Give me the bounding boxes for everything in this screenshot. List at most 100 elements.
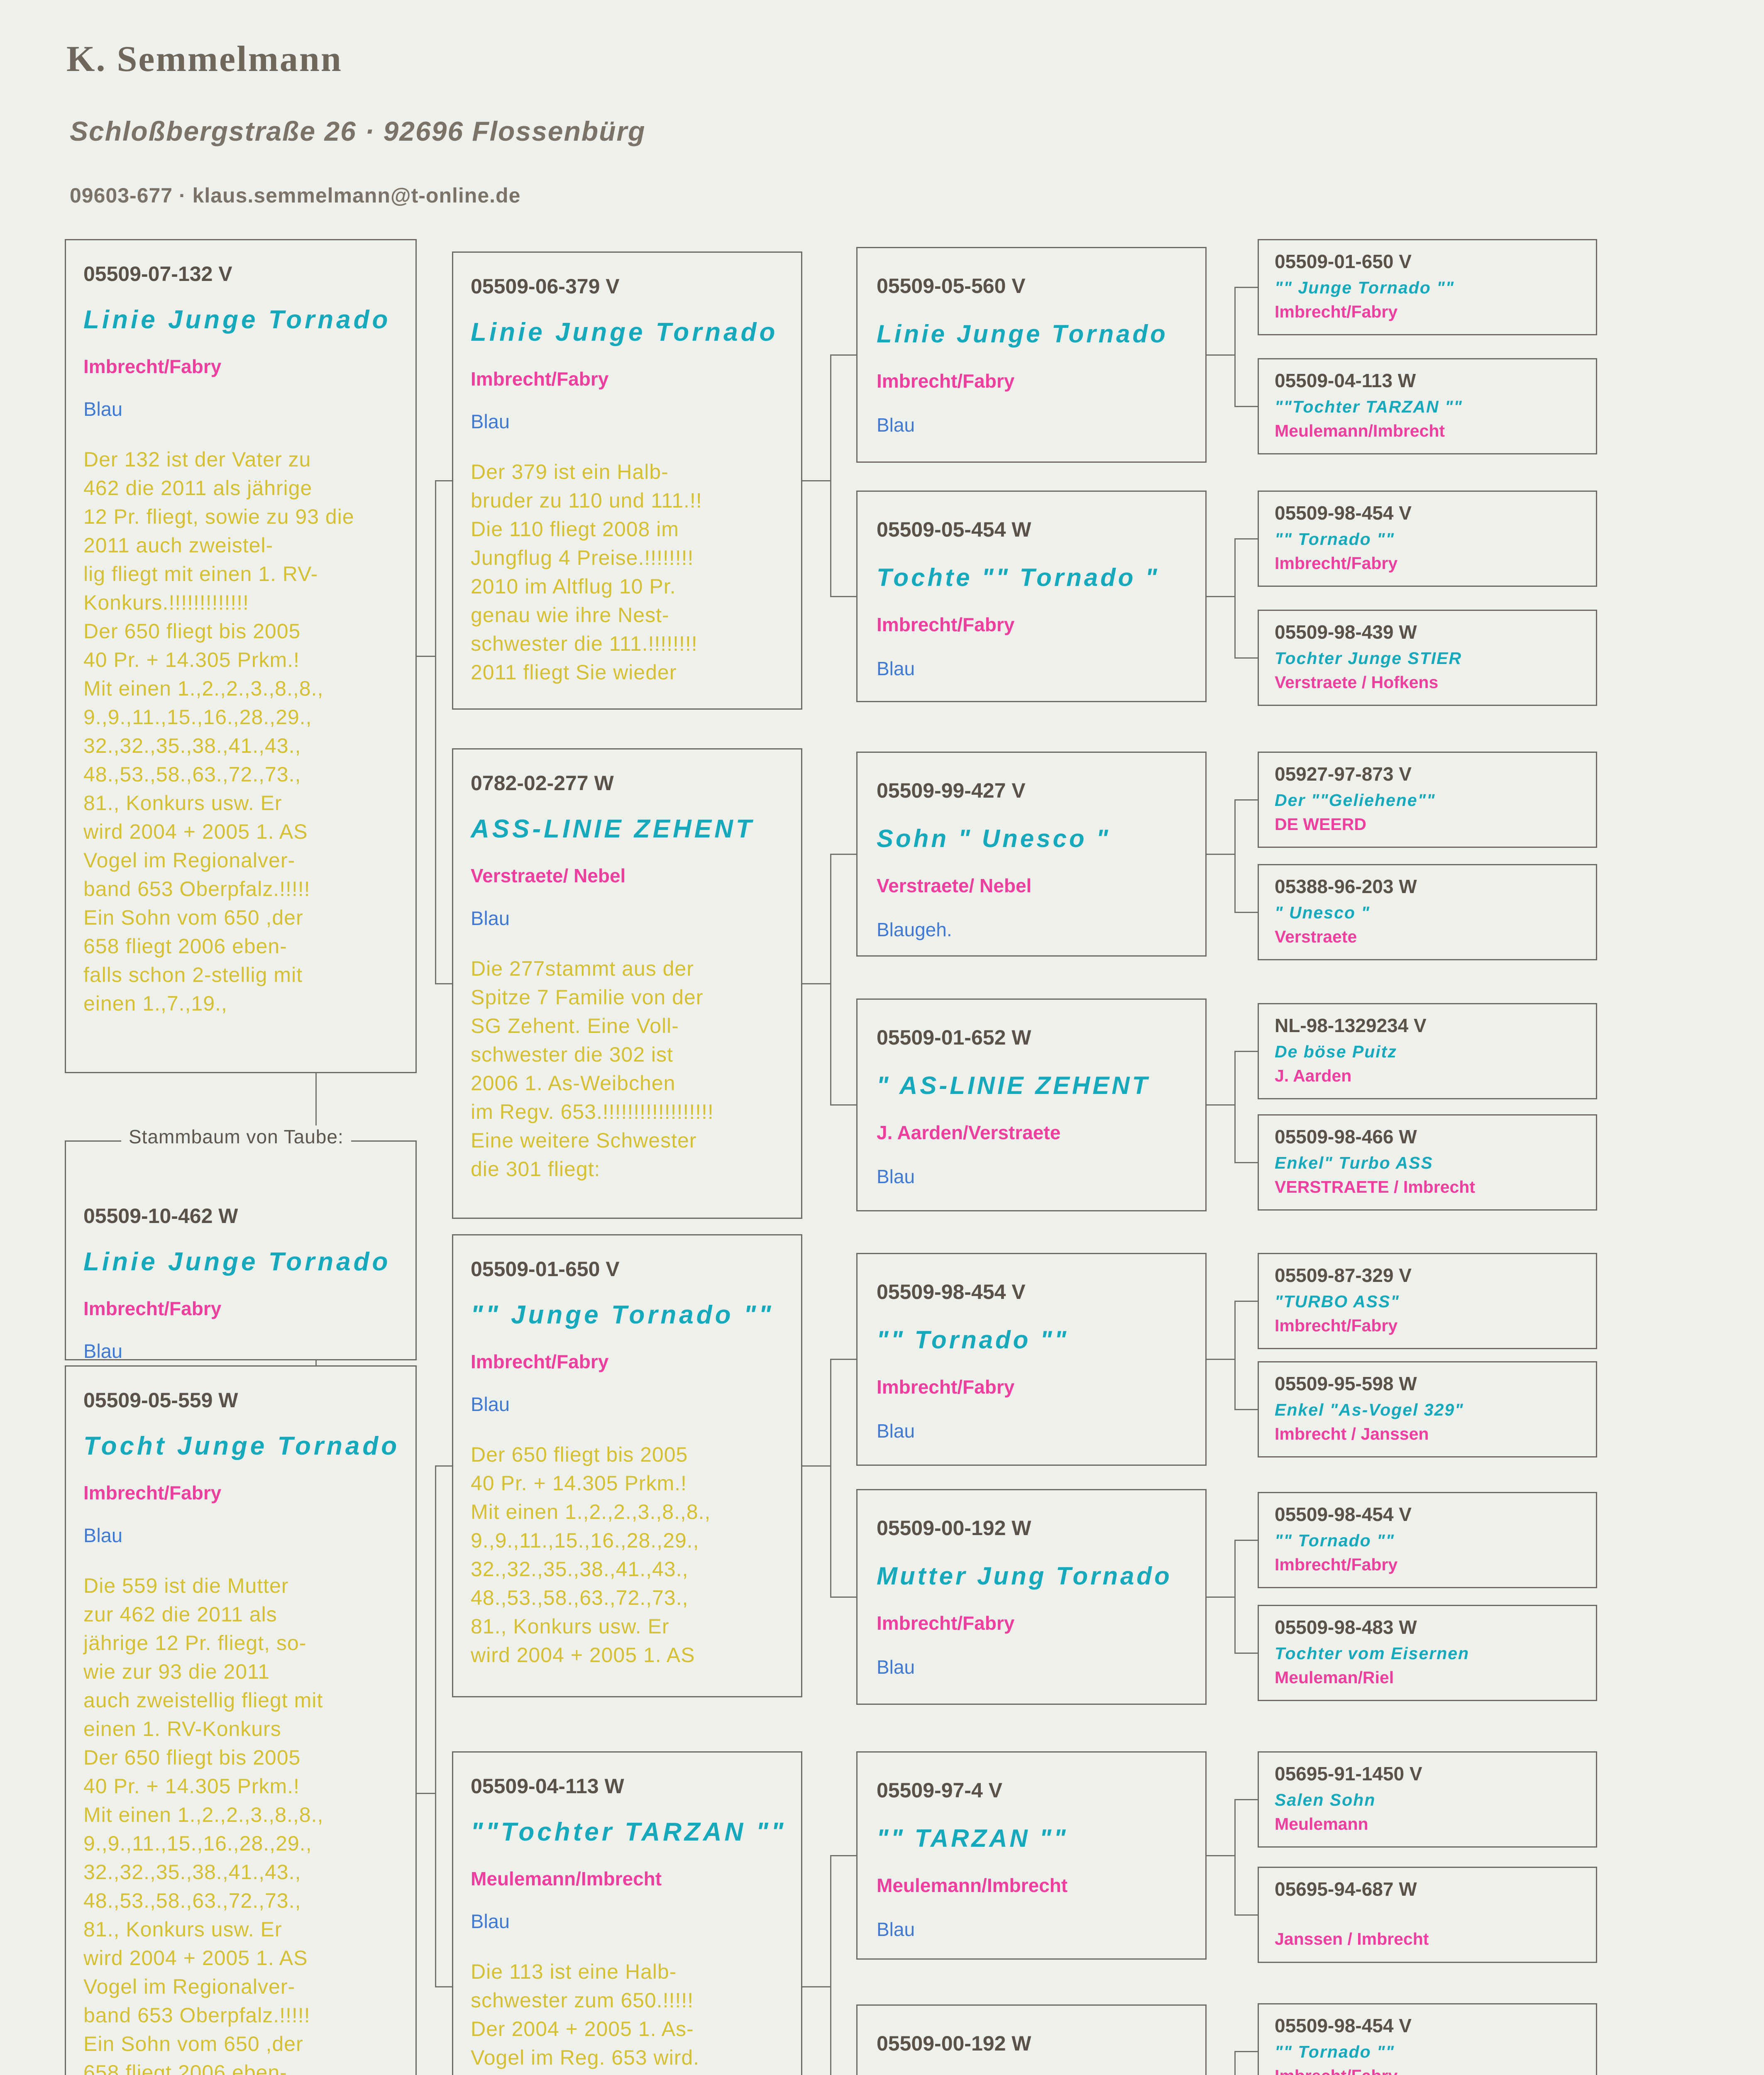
connector-line [802, 1986, 830, 1987]
pedigree-box: 05509-97-4 V "" TARZAN "" Meulemann/Imbrec… [856, 1751, 1207, 1960]
pedigree-note-line: schwester zum 650.!!!!! [471, 1989, 694, 2012]
ring-number: 05509-10-462 W [83, 1204, 238, 1228]
ring-number: 05509-98-439 W [1275, 621, 1417, 643]
feather-color: Blau [83, 398, 123, 420]
connector-line [830, 1855, 856, 1856]
pedigree-note-line: Die 277stammt aus der [471, 957, 694, 980]
pedigree-note-line: Die 559 ist die Mutter [83, 1574, 289, 1597]
breeder-name: DE WEERD [1275, 815, 1366, 834]
pigeon-name: Enkel "As-Vogel 329" [1275, 1400, 1464, 1419]
pedigree-note-line: 2011 auch zweistel- [83, 534, 274, 557]
pedigree-box: 05509-01-652 W " AS-LINIE ZEHENT J. Aarden… [856, 998, 1207, 1211]
ring-number: 05509-95-598 W [1275, 1373, 1417, 1394]
connector-line [1207, 1359, 1234, 1360]
pedigree-note-line: Mit einen 1.,2.,2.,3.,8.,8., [83, 1803, 324, 1826]
connector-line [1234, 1162, 1258, 1163]
pigeon-name: Linie Junge Tornado [877, 320, 1168, 348]
pigeon-name: ASS-LINIE ZEHENT [471, 815, 755, 843]
ring-number: 05509-00-192 W [877, 1516, 1031, 1540]
breeder-name: Verstraete/ Nebel [471, 865, 626, 886]
pedigree-note-line: 658 fliegt 2006 eben- [83, 2061, 287, 2075]
pedigree-note-line: 12 Pr. fliegt, sowie zu 93 die [83, 505, 354, 528]
connector-line [1207, 853, 1234, 855]
pedigree-note-line: Ein Sohn vom 650 ,der [83, 906, 303, 929]
connector-line [1207, 354, 1234, 356]
feather-color: Blau [877, 414, 915, 436]
connector-line [802, 480, 830, 481]
breeder-name: Imbrecht/Fabry [471, 368, 609, 390]
ring-number: 05509-98-483 W [1275, 1616, 1417, 1638]
connector-line [1234, 286, 1236, 407]
connector-line [1234, 1914, 1258, 1916]
pedigree-note-line: Ein Sohn vom 650 ,der [83, 2032, 303, 2055]
breeder-name: Imbrecht/Fabry [877, 370, 1015, 392]
pedigree-box: 05509-98-454 V "" Tornado "" Imbrecht/Fabr… [1258, 1492, 1597, 1588]
pedigree-note-line: 81., Konkurs usw. Er [83, 1918, 282, 1941]
pedigree-note-line: auch zweistellig fliegt mit [83, 1689, 323, 1712]
pigeon-name: Linie Junge Tornado [471, 318, 778, 347]
ring-number: 05695-91-1450 V [1275, 1763, 1422, 1784]
feather-color: Blau [471, 907, 510, 929]
breeder-name: Imbrecht/Fabry [83, 356, 222, 377]
pedigree-note-line: band 653 Oberpfalz.!!!!! [83, 2004, 310, 2027]
connector-line [1234, 1050, 1236, 1163]
connector-line [435, 1465, 452, 1467]
connector-line [1234, 286, 1258, 288]
pedigree-note-line: wird 2004 + 2005 1. AS [83, 1946, 308, 1970]
connector-line [1234, 538, 1258, 540]
ring-number: NL-98-1329234 V [1275, 1015, 1427, 1036]
connector-line [435, 480, 452, 481]
pedigree-note-line: 81., Konkurs usw. Er [83, 791, 282, 815]
connector-line [830, 596, 856, 597]
ring-number: 05695-94-687 W [1275, 1878, 1417, 1900]
pedigree-note-line: schwester die 302 ist [471, 1043, 673, 1066]
connector-line [417, 655, 435, 657]
pedigree-note-line: 2010 im Altflug 10 Pr. [471, 575, 676, 598]
pedigree-note-line: Jungflug 4 Preise.!!!!!!!! [471, 546, 694, 569]
pedigree-note-line: Der 650 fliegt bis 2005 [471, 1443, 688, 1466]
connector-line [1234, 911, 1258, 913]
pedigree-note-line: 32.,32.,35.,38.,41.,43., [83, 1860, 301, 1884]
connector-line [1234, 2051, 1258, 2052]
ring-number: 05509-00-192 W [877, 2032, 1031, 2055]
feather-color: Blau [83, 1524, 123, 1546]
pedigree-box: 05509-01-650 V "" Junge Tornado "" Imbrech… [452, 1234, 802, 1697]
breeder-name: Imbrecht/Fabry [1275, 1555, 1398, 1574]
pedigree-note-line: Der 4er fliegt 1999 + [471, 2072, 795, 2075]
pedigree-box: 05509-05-559 W Tocht Junge Tornado Imbrech… [65, 1365, 417, 2075]
ring-number: 05927-97-873 V [1275, 763, 1412, 785]
ring-number: 05509-98-454 V [1275, 1504, 1412, 1525]
connector-line [1234, 1652, 1258, 1654]
pedigree-note-line: Eine weitere Schwester [471, 1129, 697, 1152]
pedigree-box: 05509-95-598 W Enkel "As-Vogel 329" Imbrec… [1258, 1361, 1597, 1457]
pigeon-name: Linie Junge Tornado [83, 1247, 391, 1276]
pedigree-note-line: wie zur 93 die 2011 [83, 1660, 270, 1683]
pigeon-name: " Unesco " [1275, 903, 1370, 922]
connector-line [1234, 1409, 1258, 1410]
connector-line [1207, 1855, 1234, 1856]
breeder-name: Imbrecht / Janssen [1275, 1424, 1429, 1443]
connector-line [1234, 1539, 1258, 1541]
ring-number: 0782-02-277 W [471, 771, 614, 795]
breeder-name: Verstraete [1275, 927, 1357, 946]
pedigree-note-line: falls schon 2-stellig mit [83, 963, 303, 986]
connector-line [830, 1104, 856, 1106]
connector-line [1207, 596, 1234, 597]
pigeon-name: Tochter vom Eisernen [1275, 1644, 1470, 1663]
pedigree-box: 05509-98-454 V "" Tornado "" Imbrecht/Fabr… [1258, 491, 1597, 587]
connector-line [1234, 1300, 1258, 1302]
breeder-name: Imbrecht/Fabry [1275, 302, 1398, 321]
ring-number: 05509-01-650 V [1275, 251, 1412, 272]
pedigree-note-line: zur 462 die 2011 als [83, 1603, 277, 1626]
pigeon-name: "" Tornado "" [877, 1326, 1069, 1354]
pedigree-note-line: Der 650 fliegt bis 2005 [83, 620, 301, 643]
connector-line [1207, 1104, 1234, 1106]
ring-number: 05509-98-454 V [877, 1280, 1026, 1304]
breeder-name: Meulemann [1275, 1814, 1368, 1833]
pedigree-note-line: Vogel im Regionalver- [83, 1975, 296, 1998]
breeder-name: Meulemann/Imbrecht [471, 1868, 662, 1889]
pedigree-note-line: SG Zehent. Eine Voll- [471, 1014, 679, 1038]
pigeon-name: ""Tochter TARZAN "" [1275, 397, 1463, 416]
pigeon-name: Salen Sohn [1275, 1790, 1376, 1809]
